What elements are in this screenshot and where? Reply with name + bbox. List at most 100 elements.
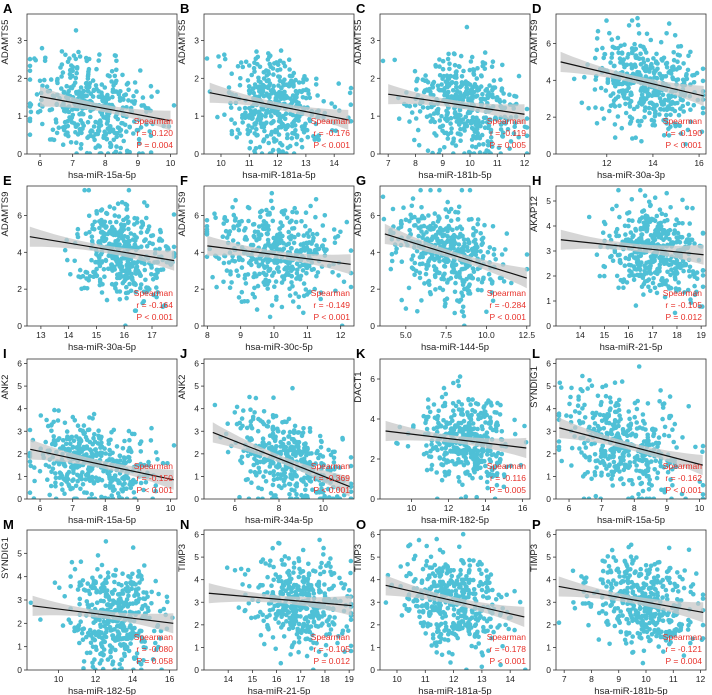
data-point — [138, 230, 144, 235]
data-point — [435, 447, 440, 453]
data-point — [571, 76, 577, 82]
data-point — [473, 135, 479, 141]
data-point — [442, 304, 448, 309]
data-point — [672, 222, 678, 228]
y-tick-label: 3 — [194, 35, 199, 45]
data-point — [429, 467, 434, 472]
data-point — [69, 434, 75, 440]
data-point — [424, 426, 430, 432]
data-point — [47, 492, 52, 498]
data-point — [252, 131, 257, 136]
data-point — [505, 127, 511, 132]
x-tick-label: 14 — [575, 330, 585, 340]
data-point — [87, 447, 93, 452]
data-point — [524, 133, 530, 139]
data-point — [48, 77, 54, 82]
data-point — [488, 277, 493, 282]
data-point — [44, 417, 49, 423]
data-point — [261, 409, 267, 414]
data-point — [699, 129, 705, 135]
data-point — [122, 234, 127, 239]
data-point — [688, 119, 693, 124]
data-point — [389, 258, 395, 264]
data-point — [150, 277, 156, 282]
data-point — [297, 114, 302, 120]
data-point — [667, 394, 673, 399]
data-point — [134, 89, 139, 94]
data-point — [628, 62, 634, 67]
data-point — [97, 277, 103, 282]
data-point — [478, 410, 484, 416]
data-point — [284, 135, 290, 141]
x-tick-label: 12 — [444, 503, 454, 513]
data-point — [638, 88, 644, 93]
data-point — [275, 68, 280, 73]
data-point — [249, 480, 254, 486]
data-point — [252, 294, 257, 300]
data-point — [59, 49, 65, 54]
data-point — [27, 56, 33, 62]
data-point — [301, 130, 307, 135]
data-point — [27, 116, 33, 122]
data-point — [461, 248, 467, 253]
data-point — [32, 465, 37, 470]
data-point — [84, 84, 89, 90]
data-point — [638, 43, 643, 49]
data-point — [480, 426, 485, 432]
data-point — [700, 273, 706, 278]
data-point — [459, 119, 464, 125]
data-point — [91, 411, 97, 417]
data-point — [150, 233, 156, 238]
data-point — [314, 243, 319, 248]
data-point — [490, 59, 496, 64]
data-point — [148, 150, 154, 154]
data-point — [131, 131, 136, 136]
data-point — [453, 92, 459, 97]
data-point — [75, 232, 80, 237]
stat-method: Spearman — [134, 461, 173, 471]
x-tick-label: 12 — [602, 158, 612, 168]
data-point — [659, 101, 665, 107]
data-point — [269, 129, 275, 135]
data-point — [89, 234, 95, 239]
data-point — [446, 51, 451, 57]
data-point — [306, 290, 312, 295]
data-point — [314, 490, 319, 495]
data-point — [60, 487, 65, 493]
data-point — [289, 246, 294, 251]
data-point — [283, 448, 288, 453]
data-point — [498, 127, 504, 132]
data-point — [409, 257, 415, 262]
data-point — [281, 151, 286, 154]
data-point — [115, 130, 120, 136]
data-point — [447, 442, 452, 448]
x-tick-label: 13 — [36, 330, 46, 340]
data-point — [64, 479, 69, 484]
x-axis-title: hsa-miR-15a-5p — [68, 515, 136, 526]
data-point — [453, 209, 458, 215]
data-point — [252, 271, 257, 276]
data-point — [594, 47, 600, 53]
data-point — [210, 274, 215, 280]
data-point — [479, 237, 485, 242]
x-tick-label: 10.0 — [478, 330, 495, 340]
data-point — [264, 108, 270, 114]
stat-method: Spearman — [663, 116, 702, 126]
data-point — [60, 438, 66, 443]
data-point — [73, 130, 78, 135]
data-point — [149, 94, 154, 99]
data-point — [132, 431, 137, 437]
data-point — [453, 143, 459, 148]
data-point — [298, 249, 304, 255]
y-tick-label: 4 — [370, 414, 375, 424]
data-point — [478, 475, 484, 481]
data-point — [512, 417, 517, 423]
data-point — [431, 402, 437, 407]
data-point — [319, 486, 324, 492]
data-point — [101, 233, 107, 238]
data-point — [461, 462, 467, 468]
data-point — [666, 433, 672, 439]
x-tick-label: 5.0 — [400, 330, 412, 340]
data-point — [637, 123, 642, 128]
data-point — [121, 97, 126, 102]
